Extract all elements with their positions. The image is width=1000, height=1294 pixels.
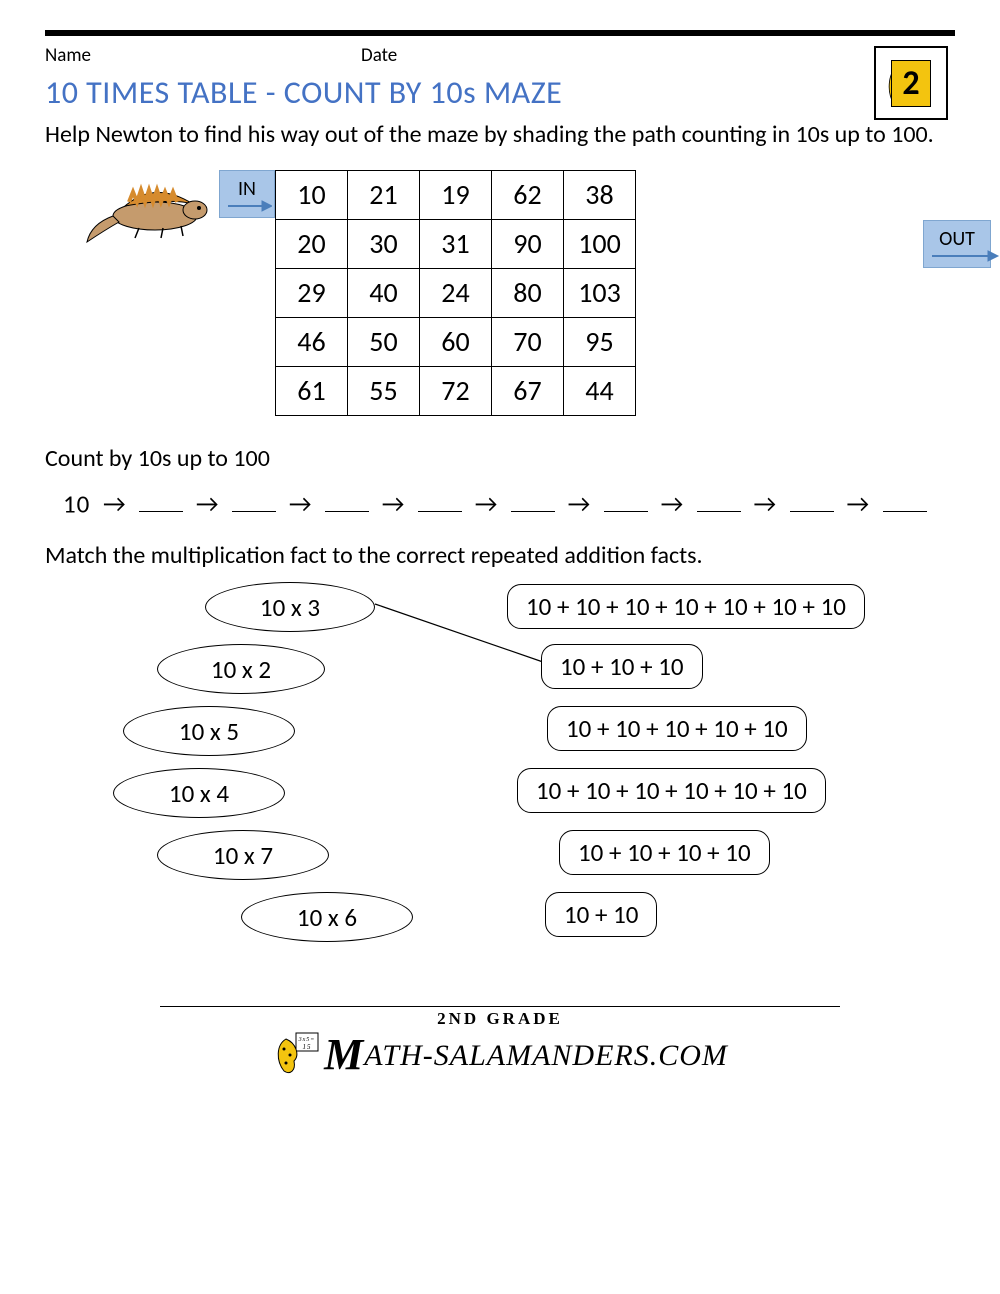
in-label: IN <box>238 177 256 201</box>
maze-cell: 44 <box>564 366 636 415</box>
footer-site: 3x5= 15 MATH-SALAMANDERS.COM <box>45 1029 955 1080</box>
page-footer: 2ND GRADE 3x5= 15 MATH-SALAMANDERS.COM <box>45 1006 955 1086</box>
out-label: OUT <box>939 227 975 251</box>
name-label: Name <box>45 44 91 67</box>
maze-cell: 62 <box>492 170 564 219</box>
arrow-right-icon: → <box>189 488 226 519</box>
addition-fact-box[interactable]: 10 + 10 + 10 + 10 + 10 <box>547 706 807 751</box>
maze-cell: 10 <box>276 170 348 219</box>
addition-fact-box[interactable]: 10 + 10 + 10 <box>541 644 703 689</box>
arrow-right-icon: → <box>282 488 319 519</box>
count-blank[interactable] <box>790 485 834 513</box>
maze-cell: 46 <box>276 317 348 366</box>
count-blank[interactable] <box>604 485 648 513</box>
arrow-right-icon: → <box>375 488 412 519</box>
count-blank[interactable] <box>511 485 555 513</box>
arrow-right-icon: → <box>840 488 877 519</box>
maze-cell: 103 <box>564 268 636 317</box>
maze-cell: 40 <box>348 268 420 317</box>
arrow-right-icon: → <box>96 488 133 519</box>
arrow-right-icon: → <box>561 488 598 519</box>
meta-row: Name Date <box>45 44 955 67</box>
maze-cell: 80 <box>492 268 564 317</box>
count-blank[interactable] <box>232 485 276 513</box>
maze-cell: 90 <box>492 219 564 268</box>
arrow-right-icon: → <box>747 488 784 519</box>
maze-cell: 29 <box>276 268 348 317</box>
badge-number: 2 <box>891 60 930 107</box>
maze-cell: 60 <box>420 317 492 366</box>
count-blank[interactable] <box>139 485 183 513</box>
newt-icon <box>85 176 225 246</box>
mult-fact-oval[interactable]: 10 x 6 <box>241 892 413 942</box>
maze-cell: 19 <box>420 170 492 219</box>
arrow-right-icon: → <box>654 488 691 519</box>
arrow-right-icon <box>930 249 1000 263</box>
maze-cell: 70 <box>492 317 564 366</box>
salamander-icon: 3x5= 15 <box>272 1031 324 1075</box>
addition-fact-box[interactable]: 10 + 10 + 10 + 10 <box>559 830 770 875</box>
maze-cell: 61 <box>276 366 348 415</box>
footer-rule <box>160 1006 840 1007</box>
date-label: Date <box>361 44 397 67</box>
count-blank[interactable] <box>418 485 462 513</box>
maze-grid: 1021196238 20303190100 29402480103 46506070… <box>275 170 636 416</box>
maze-cell: 21 <box>348 170 420 219</box>
count-section-label: Count by 10s up to 100 <box>45 444 955 473</box>
page-title: 10 TIMES TABLE - COUNT BY 10s MAZE <box>45 73 955 112</box>
footer-site-prefix: M <box>324 1030 364 1079</box>
count-blank[interactable] <box>325 485 369 513</box>
maze-cell: 72 <box>420 366 492 415</box>
instructions-text: Help Newton to find his way out of the m… <box>45 118 955 152</box>
mult-fact-oval[interactable]: 10 x 4 <box>113 768 285 818</box>
count-blank[interactable] <box>697 485 741 513</box>
mult-fact-oval[interactable]: 10 x 7 <box>157 830 329 880</box>
top-rule <box>45 30 955 36</box>
svg-text:15: 15 <box>303 1043 312 1051</box>
mult-fact-oval[interactable]: 10 x 3 <box>205 582 375 632</box>
arrow-right-icon: → <box>468 488 505 519</box>
maze-cell: 24 <box>420 268 492 317</box>
maze-out-tag: OUT <box>923 220 991 268</box>
maze-cell: 38 <box>564 170 636 219</box>
mult-fact-oval[interactable]: 10 x 5 <box>123 706 295 756</box>
maze-in-tag: IN <box>219 170 275 218</box>
mult-fact-oval[interactable]: 10 x 2 <box>157 644 325 694</box>
maze-cell: 50 <box>348 317 420 366</box>
maze-cell: 67 <box>492 366 564 415</box>
matching-area: 10 x 3 10 x 2 10 x 5 10 x 4 10 x 7 10 x 6 10 +… <box>45 582 955 1002</box>
count-blank[interactable] <box>883 485 927 513</box>
maze-cell: 95 <box>564 317 636 366</box>
match-section-label: Match the multiplication fact to the cor… <box>45 541 955 570</box>
maze-cell: 31 <box>420 219 492 268</box>
addition-fact-box[interactable]: 10 + 10 <box>545 892 657 937</box>
addition-fact-box[interactable]: 10 + 10 + 10 + 10 + 10 + 10 + 10 <box>507 584 865 629</box>
arrow-right-icon <box>226 199 272 213</box>
addition-fact-box[interactable]: 10 + 10 + 10 + 10 + 10 + 10 <box>517 768 826 813</box>
maze-cell: 20 <box>276 219 348 268</box>
grade-badge: 2 <box>874 46 948 120</box>
maze-container: IN 1021196238203031901002940248010346506… <box>275 170 915 416</box>
footer-site-rest: ATH-SALAMANDERS.COM <box>364 1039 728 1072</box>
maze-cell: 100 <box>564 219 636 268</box>
maze-cell: 30 <box>348 219 420 268</box>
footer-grade: 2ND GRADE <box>45 1009 955 1029</box>
maze-cell: 55 <box>348 366 420 415</box>
count-start: 10 <box>63 488 90 519</box>
count-by-tens-row: 10 → → → → → → → → → <box>63 485 955 520</box>
